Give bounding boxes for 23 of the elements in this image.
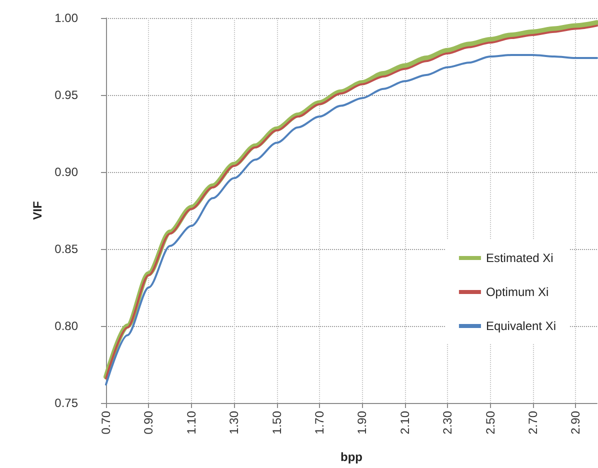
x-tick-label: 2.30 [440,410,455,434]
legend-label: Optimum Xi [486,285,549,299]
x-tick-label: 2.50 [483,410,498,434]
x-tick-label: 1.50 [270,410,284,434]
y-tick-label: 0.80 [54,319,78,333]
x-tick-label: 1.90 [355,410,370,434]
x-axis-title: bpp [340,450,362,464]
y-tick-label: 0.90 [54,165,78,179]
x-tick-label: 0.90 [142,410,156,434]
y-axis-title: VIF [30,201,45,220]
x-tick-label: 2.90 [568,410,583,434]
x-tick-label: 2.70 [526,410,540,434]
x-tick-label: 1.10 [184,410,198,434]
x-tick-label: 1.30 [227,410,242,434]
x-tick-label: 0.70 [99,410,113,434]
x-tick-label: 1.70 [312,410,326,434]
legend-label: Estimated Xi [486,251,554,265]
legend-label: Equivalent Xi [486,319,556,333]
y-tick-label: 1.00 [54,11,78,25]
y-tick-label: 0.75 [54,396,78,410]
y-tick-label: 0.85 [54,242,78,256]
y-tick-label: 0.95 [54,88,78,102]
x-tick-label: 2.10 [398,410,412,434]
